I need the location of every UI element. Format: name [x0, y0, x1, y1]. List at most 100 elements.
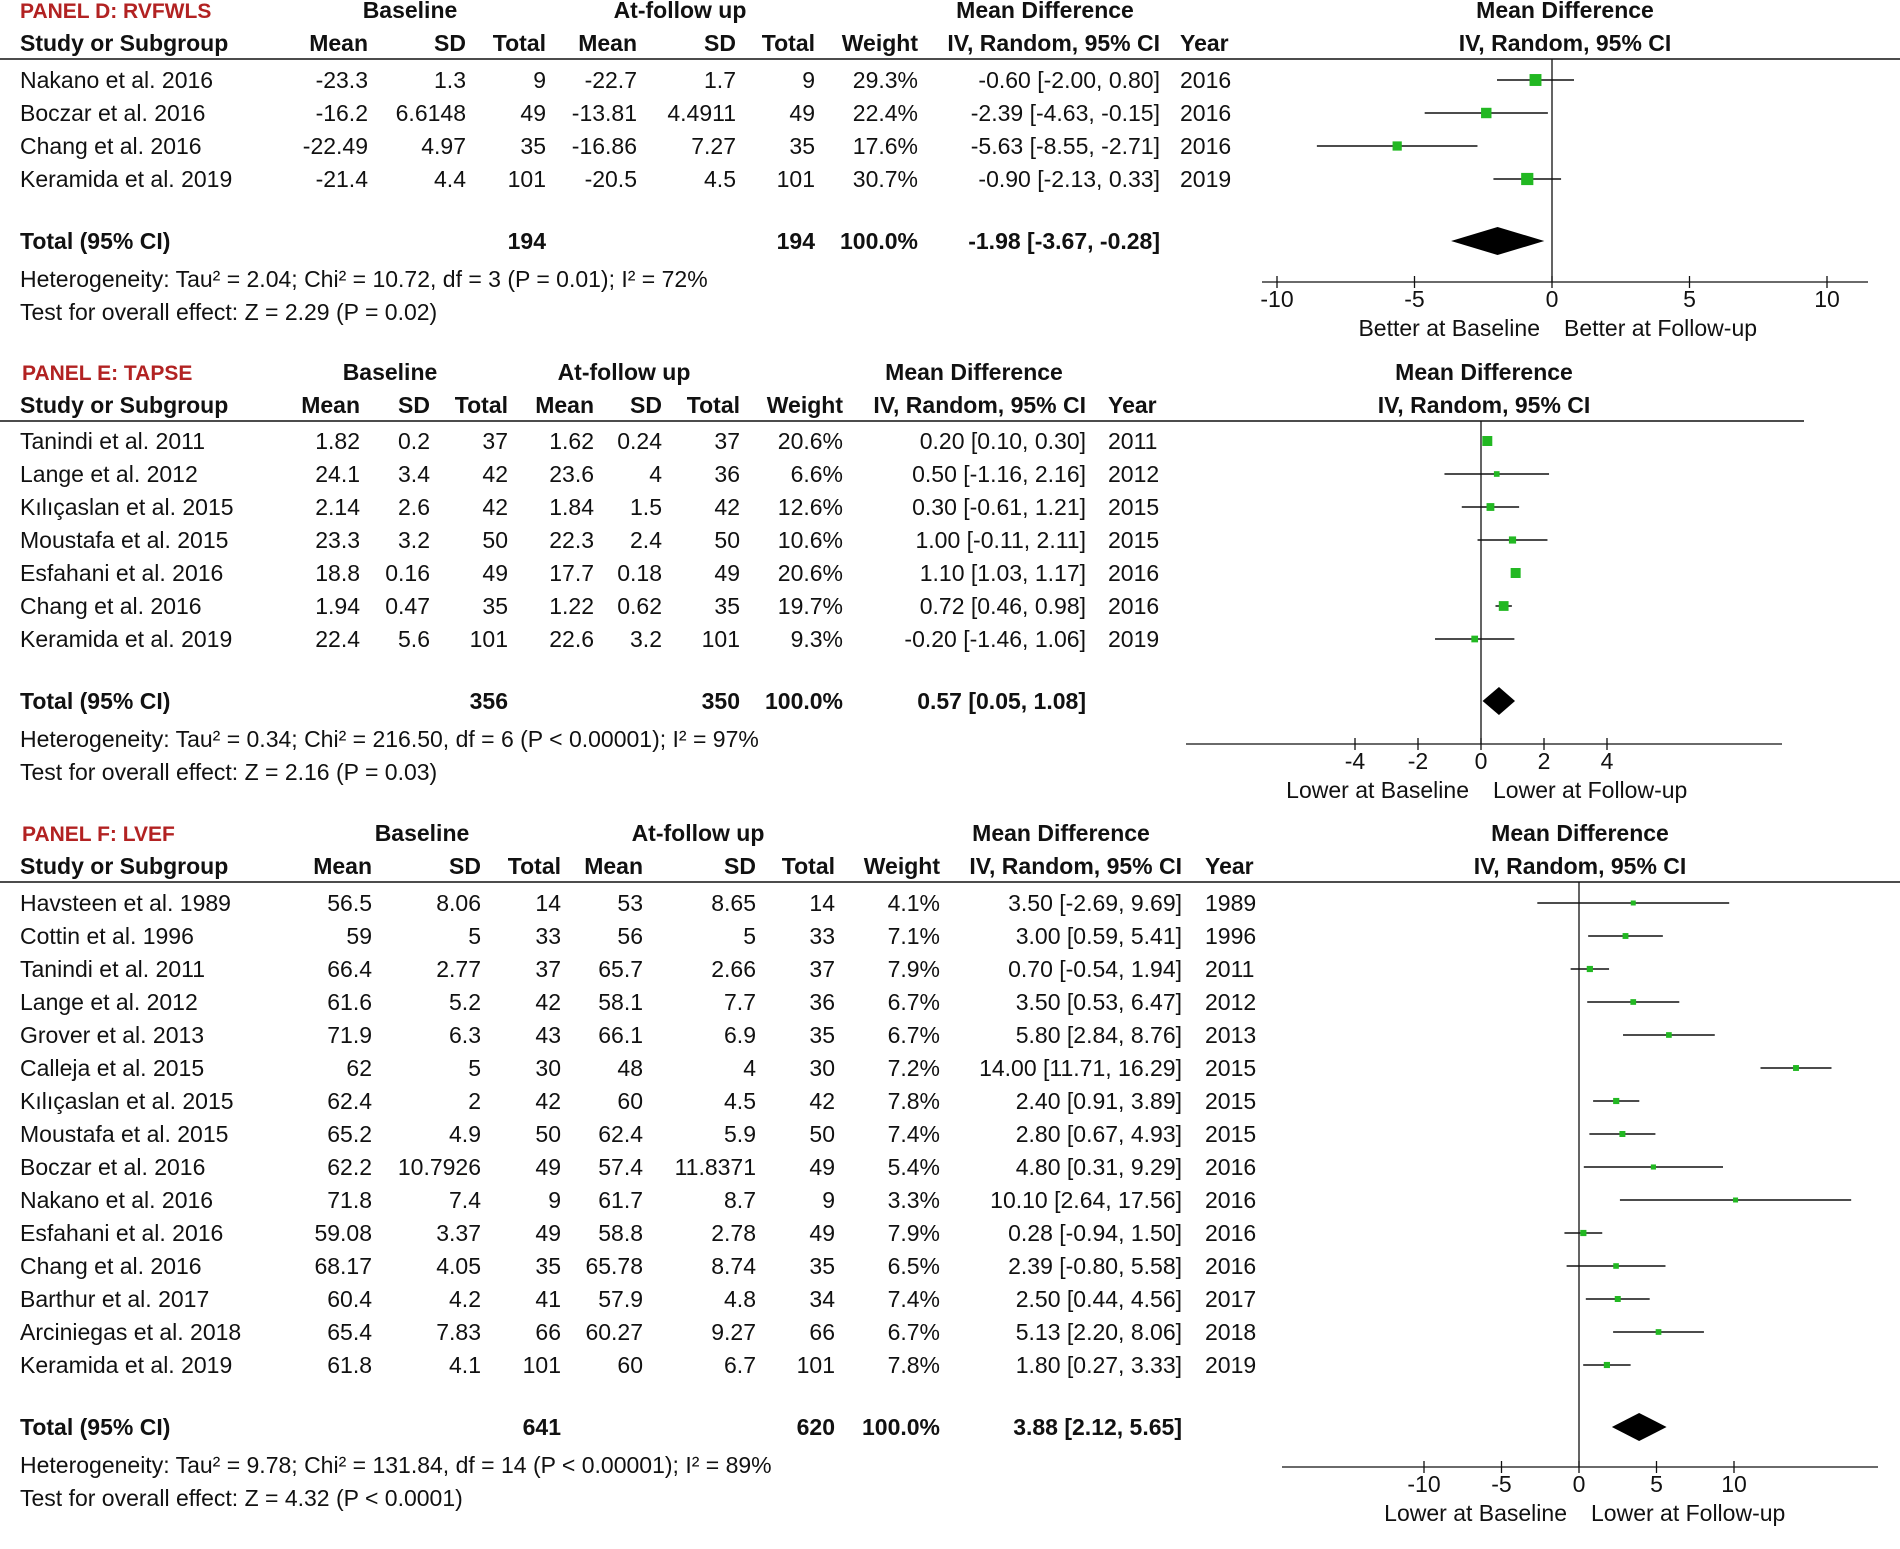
baseline-mean: 71.9 — [327, 1022, 372, 1048]
follow-total: 101 — [777, 166, 815, 192]
study-column-header: Study or Subgroup — [20, 853, 228, 879]
baseline-sd: 3.2 — [398, 527, 430, 553]
study-name: Moustafa et al. 2015 — [20, 527, 228, 553]
baseline-total: 42 — [482, 494, 508, 520]
follow-total: 9 — [802, 67, 815, 93]
weight-header: Weight — [767, 392, 844, 418]
panel-title: PANEL E: TAPSE — [22, 362, 192, 385]
right-direction-label: Lower at Follow-up — [1591, 1500, 1785, 1526]
study-weight: 9.3% — [791, 626, 843, 652]
x-tick-label: 5 — [1650, 1471, 1663, 1497]
follow-total: 49 — [714, 560, 740, 586]
study-name: Chang et al. 2016 — [20, 1253, 202, 1279]
baseline-total: 66 — [535, 1319, 561, 1345]
follow-sd: 4.8 — [724, 1286, 756, 1312]
pooled-diamond — [1451, 227, 1545, 255]
baseline-group-header: Baseline — [343, 359, 438, 385]
left-direction-label: Lower at Baseline — [1286, 777, 1469, 803]
follow-total: 37 — [809, 956, 835, 982]
study-name: Keramida et al. 2019 — [20, 1352, 232, 1378]
follow-total: 101 — [702, 626, 740, 652]
study-name: Grover et al. 2013 — [20, 1022, 204, 1048]
baseline-total: 9 — [548, 1187, 561, 1213]
follow-up-group-header: At-follow up — [558, 359, 691, 385]
study-weight: 29.3% — [853, 67, 918, 93]
baseline-mean: 59.08 — [314, 1220, 372, 1246]
study-year: 1996 — [1205, 923, 1256, 949]
baseline-mean: 71.8 — [327, 1187, 372, 1213]
follow-sd: 8.74 — [711, 1253, 756, 1279]
overall-effect-test: Test for overall effect: Z = 4.32 (P < 0… — [20, 1485, 463, 1511]
follow-total: 49 — [809, 1154, 835, 1180]
baseline-mean-header: Mean — [301, 392, 360, 418]
follow-total: 35 — [714, 593, 740, 619]
follow-total: 42 — [809, 1088, 835, 1114]
follow-total: 101 — [797, 1352, 835, 1378]
baseline-mean: 65.2 — [327, 1121, 372, 1147]
follow-total-header: Total — [762, 30, 815, 56]
follow-mean: 22.6 — [549, 626, 594, 652]
x-tick-label: -4 — [1345, 748, 1366, 774]
pooled-diamond — [1482, 687, 1516, 715]
x-tick-label: 5 — [1683, 286, 1696, 312]
study-year: 2016 — [1108, 593, 1159, 619]
x-tick-label: -2 — [1408, 748, 1428, 774]
baseline-sd: 6.3 — [449, 1022, 481, 1048]
follow-sd: 5.9 — [724, 1121, 756, 1147]
study-weight: 22.4% — [853, 100, 918, 126]
study-name: Barthur et al. 2017 — [20, 1286, 209, 1312]
follow-mean: -20.5 — [585, 166, 637, 192]
ci-method-header: IV, Random, 95% CI — [873, 392, 1086, 418]
x-tick-label: 10 — [1721, 1471, 1747, 1497]
follow-mean: -22.7 — [585, 67, 637, 93]
study-year: 2016 — [1180, 133, 1231, 159]
follow-sd-header: SD — [704, 30, 736, 56]
study-year: 2015 — [1205, 1121, 1256, 1147]
study-year: 2015 — [1205, 1088, 1256, 1114]
baseline-mean: 60.4 — [327, 1286, 372, 1312]
baseline-sd: 2.6 — [398, 494, 430, 520]
follow-mean: -13.81 — [572, 100, 637, 126]
study-name: Keramida et al. 2019 — [20, 626, 232, 652]
baseline-mean: 1.82 — [315, 428, 360, 454]
baseline-total-n: 356 — [470, 688, 508, 714]
mean-difference-ci: 1.00 [-0.11, 2.11] — [916, 527, 1087, 553]
follow-sd: 4.5 — [704, 166, 736, 192]
baseline-group-header: Baseline — [375, 820, 470, 846]
baseline-total-header: Total — [493, 30, 546, 56]
panel-title: PANEL D: RVFWLS — [20, 0, 211, 23]
total-ci: 0.57 [0.05, 1.08] — [917, 688, 1086, 714]
weight-header: Weight — [842, 30, 919, 56]
mean-difference-ci: 0.50 [-1.16, 2.16] — [912, 461, 1086, 487]
study-year: 2012 — [1108, 461, 1159, 487]
effect-marker — [1793, 1065, 1799, 1071]
baseline-total: 50 — [482, 527, 508, 553]
plot-title: Mean Difference — [1476, 0, 1654, 23]
mean-difference-ci: 5.13 [2.20, 8.06] — [1016, 1319, 1182, 1345]
baseline-mean: -16.2 — [316, 100, 368, 126]
baseline-sd: 8.06 — [436, 890, 481, 916]
mean-difference-ci: 5.80 [2.84, 8.76] — [1016, 1022, 1182, 1048]
baseline-sd: 5 — [468, 923, 481, 949]
baseline-sd: 5.6 — [398, 626, 430, 652]
baseline-total: 37 — [482, 428, 508, 454]
total-weight: 100.0% — [765, 688, 843, 714]
baseline-sd: 4.4 — [434, 166, 466, 192]
baseline-sd: 4.9 — [449, 1121, 481, 1147]
follow-sd: 2.66 — [711, 956, 756, 982]
study-column-header: Study or Subgroup — [20, 392, 228, 418]
total-weight: 100.0% — [840, 228, 918, 254]
mean-difference-header: Mean Difference — [972, 820, 1150, 846]
effect-marker — [1481, 107, 1492, 119]
baseline-total-header: Total — [508, 853, 561, 879]
baseline-total-header: Total — [455, 392, 508, 418]
follow-mean: 1.62 — [549, 428, 594, 454]
study-weight: 6.6% — [791, 461, 843, 487]
baseline-sd: 3.4 — [398, 461, 430, 487]
heterogeneity-stats: Heterogeneity: Tau² = 0.34; Chi² = 216.5… — [20, 726, 759, 752]
follow-mean: 58.1 — [598, 989, 643, 1015]
study-weight: 19.7% — [778, 593, 843, 619]
follow-sd: 0.18 — [617, 560, 662, 586]
follow-mean: 65.7 — [598, 956, 643, 982]
